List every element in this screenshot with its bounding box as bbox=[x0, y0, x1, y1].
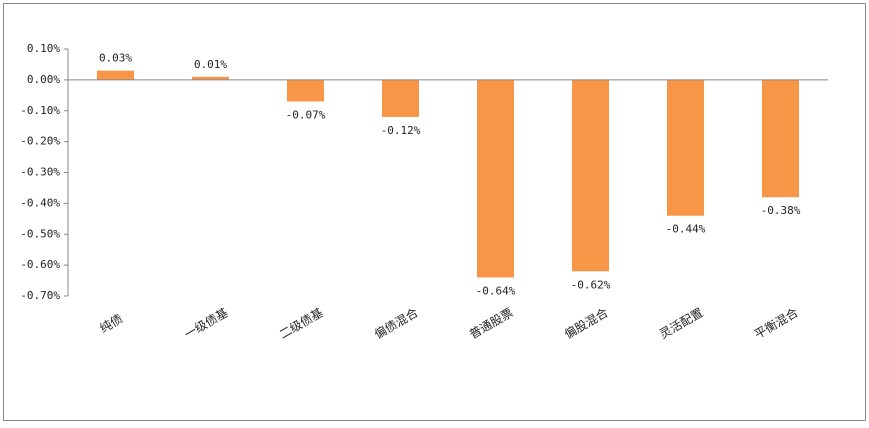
bar bbox=[192, 76, 229, 80]
bar bbox=[382, 79, 419, 117]
y-tick-label: -0.60% bbox=[20, 258, 60, 271]
bar bbox=[477, 79, 514, 278]
value-label: -0.38% bbox=[761, 204, 801, 217]
y-tick-label: -0.10% bbox=[20, 104, 60, 117]
bar bbox=[287, 79, 324, 102]
y-tick-label: -0.70% bbox=[20, 289, 60, 302]
value-label: -0.62% bbox=[571, 278, 611, 291]
y-tick-label: 0.10% bbox=[27, 42, 60, 55]
value-label: -0.07% bbox=[286, 108, 326, 121]
y-tick-label: -0.40% bbox=[20, 196, 60, 209]
chart-border bbox=[3, 3, 866, 421]
value-label: 0.01% bbox=[194, 58, 227, 71]
bar bbox=[572, 79, 609, 272]
y-tick-label: 0.00% bbox=[27, 73, 60, 86]
bar bbox=[667, 79, 704, 216]
bar bbox=[97, 70, 134, 80]
value-label: 0.03% bbox=[99, 52, 132, 65]
y-tick-label: -0.20% bbox=[20, 135, 60, 148]
bar bbox=[762, 79, 799, 198]
value-label: -0.12% bbox=[381, 124, 421, 137]
y-tick-label: -0.30% bbox=[20, 166, 60, 179]
y-tick-label: -0.50% bbox=[20, 227, 60, 240]
value-label: -0.44% bbox=[666, 223, 706, 236]
value-label: -0.64% bbox=[476, 284, 516, 297]
